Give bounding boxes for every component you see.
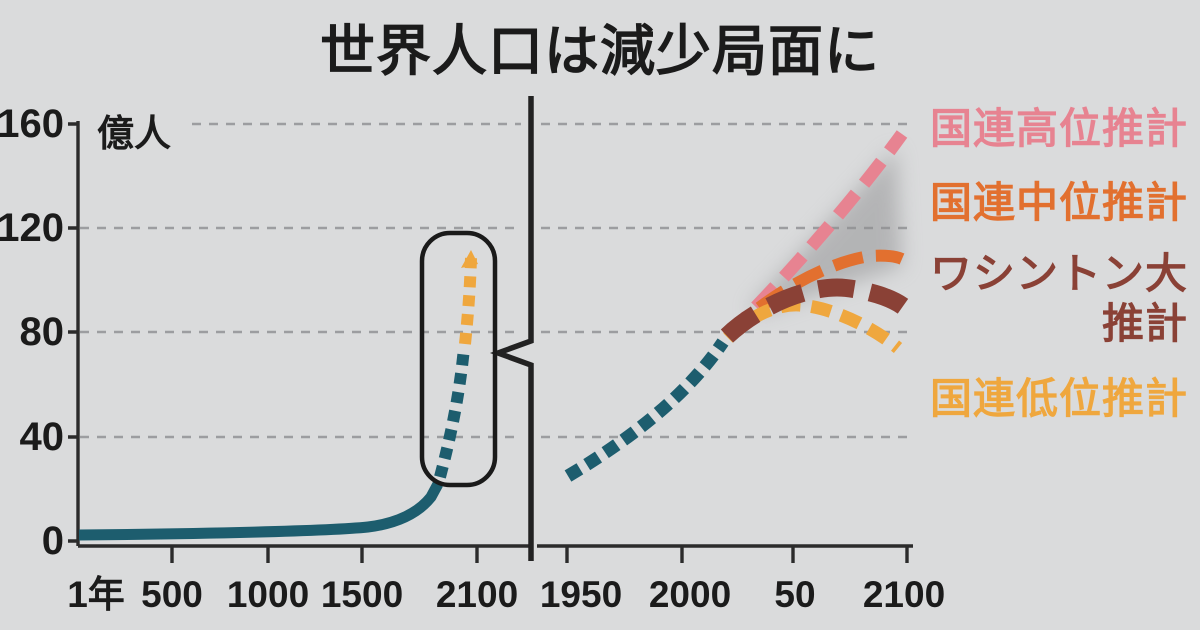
un-low-projection-line <box>723 298 903 354</box>
x-tick-1950: 1950 <box>539 574 623 615</box>
legend-washington-line1: ワシントン大 <box>929 250 1188 297</box>
y-tick-120: 120 <box>0 206 64 250</box>
legend-washington-line2: 推計 <box>1101 299 1188 347</box>
y-tick-0: 0 <box>41 519 64 563</box>
x-axis-ticks-right <box>565 546 909 563</box>
x-tick-2100-left: 2100 <box>435 574 519 615</box>
legend-washington: ワシントン大 推計 <box>880 249 1188 348</box>
un-medium-projection-line <box>722 249 905 341</box>
x-tick-1500: 1500 <box>320 574 404 615</box>
x-tick-1000: 1000 <box>226 574 310 615</box>
y-tick-80: 80 <box>19 310 65 354</box>
left-projection-arrow-tip <box>461 250 478 268</box>
left-observed-line-solid <box>78 481 443 541</box>
left-observed-line-dashed <box>434 347 470 479</box>
left-projection-line-dashed <box>459 257 477 345</box>
x-tick-2100-right: 2100 <box>862 574 946 615</box>
x-tick-year1: 1年 <box>67 574 125 615</box>
axes <box>68 121 913 563</box>
chart-title: 世界人口は減少局面に <box>319 20 880 82</box>
y-tick-40: 40 <box>19 415 65 459</box>
panel-divider-with-zoom-notch <box>489 96 534 561</box>
legend-un-medium: 国連中位推計 <box>929 179 1188 226</box>
x-tick-500: 500 <box>141 574 203 615</box>
x-tick-2000: 2000 <box>648 574 732 615</box>
legend-un-low: 国連低位推計 <box>929 375 1188 422</box>
right-observed-line-dashed <box>564 338 729 482</box>
y-tick-160: 160 <box>0 102 64 146</box>
y-axis-unit-label: 億人 <box>97 113 171 154</box>
y-axis-ticks <box>68 122 78 543</box>
x-tick-2050: 50 <box>774 574 816 615</box>
zoom-callout-frame <box>419 230 498 488</box>
x-axis-ticks-left <box>170 546 479 563</box>
legend-un-high: 国連高位推計 <box>929 105 1188 152</box>
washington-projection-line <box>720 278 910 343</box>
